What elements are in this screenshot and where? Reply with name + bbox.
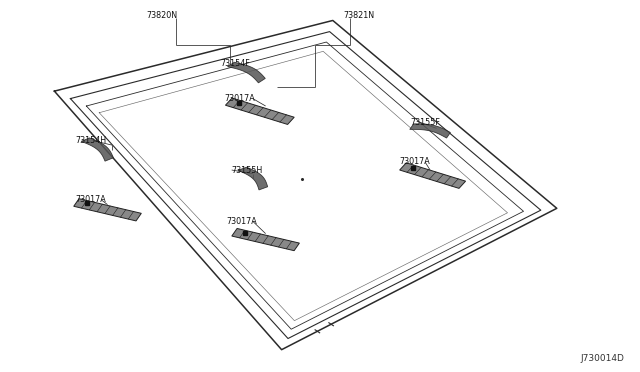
Polygon shape — [238, 167, 268, 190]
Text: 73154F: 73154F — [221, 60, 250, 68]
Text: 73017A: 73017A — [399, 157, 430, 166]
Polygon shape — [399, 163, 466, 188]
Polygon shape — [227, 62, 266, 83]
Polygon shape — [410, 124, 451, 138]
Polygon shape — [81, 138, 113, 161]
Text: 73017A: 73017A — [76, 195, 106, 204]
Text: J730014D: J730014D — [580, 354, 624, 363]
Text: 73017A: 73017A — [224, 94, 255, 103]
Text: 73017A: 73017A — [226, 217, 257, 226]
Text: 73155H: 73155H — [232, 166, 263, 174]
Text: 73821N: 73821N — [344, 11, 375, 20]
Polygon shape — [74, 199, 141, 221]
Text: 73155F: 73155F — [410, 118, 440, 126]
Polygon shape — [225, 98, 294, 125]
Polygon shape — [232, 228, 300, 251]
Text: 73154H: 73154H — [76, 136, 107, 145]
Text: 73820N: 73820N — [147, 11, 178, 20]
